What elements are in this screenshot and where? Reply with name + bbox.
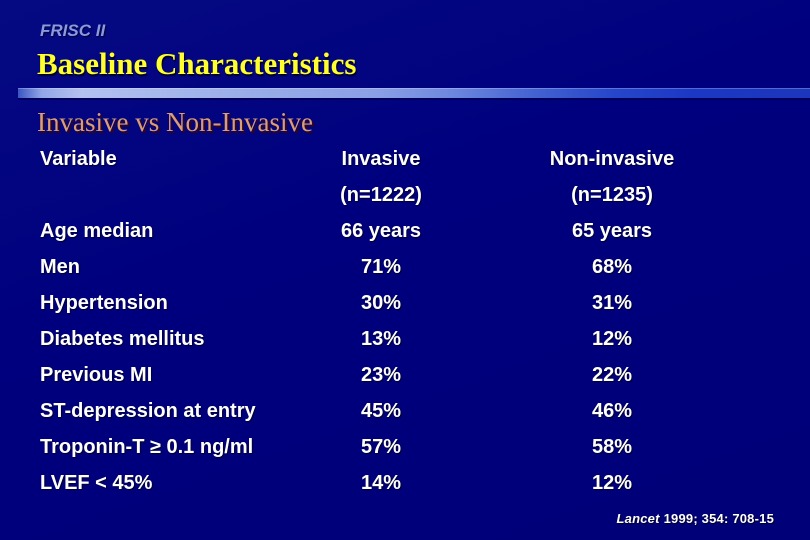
non-invasive-value: 65 years bbox=[571, 219, 653, 242]
row-label: Troponin-T ≥ 0.1 ng/ml bbox=[40, 435, 254, 458]
row-label: Age median bbox=[40, 219, 154, 242]
citation-reference: 1999; 354: 708-15 bbox=[663, 511, 774, 526]
slide-subtitle: Invasive vs Non-Invasive bbox=[37, 107, 313, 137]
non-invasive-value: 12% bbox=[591, 471, 633, 494]
citation: Lancet 1999; 354: 708-15 bbox=[617, 511, 774, 526]
column-header-invasive: Invasive bbox=[341, 147, 421, 170]
column-header-non-invasive: Non-invasive bbox=[549, 147, 675, 170]
table-row: LVEF < 45% 14% 12% bbox=[40, 465, 772, 501]
table-row: Diabetes mellitus 13% 12% bbox=[40, 321, 772, 357]
row-label: ST-depression at entry bbox=[40, 399, 256, 422]
invasive-value: 30% bbox=[360, 291, 402, 314]
non-invasive-value: 58% bbox=[591, 435, 633, 458]
invasive-value: 23% bbox=[360, 363, 402, 386]
non-invasive-value: 12% bbox=[591, 327, 633, 350]
row-label: Men bbox=[40, 255, 80, 278]
table-row: Age median 66 years 65 years bbox=[40, 213, 772, 249]
table-row: Troponin-T ≥ 0.1 ng/ml 57% 58% bbox=[40, 429, 772, 465]
table-subheader-row: (n=1222) (n=1235) bbox=[40, 177, 772, 213]
table-row: Previous MI 23% 22% bbox=[40, 357, 772, 393]
table-row: Men 71% 68% bbox=[40, 249, 772, 285]
non-invasive-value: 46% bbox=[591, 399, 633, 422]
subheader-invasive-n: (n=1222) bbox=[340, 183, 422, 206]
citation-journal: Lancet bbox=[616, 511, 660, 526]
invasive-value: 71% bbox=[360, 255, 402, 278]
invasive-value: 45% bbox=[360, 399, 402, 422]
row-label: Diabetes mellitus bbox=[40, 327, 205, 350]
non-invasive-value: 68% bbox=[591, 255, 633, 278]
row-label: Hypertension bbox=[40, 291, 168, 314]
non-invasive-value: 22% bbox=[591, 363, 633, 386]
table-row: ST-depression at entry 45% 46% bbox=[40, 393, 772, 429]
table-header-row: Variable Invasive Non-invasive bbox=[40, 141, 772, 177]
invasive-value: 14% bbox=[360, 471, 402, 494]
invasive-value: 13% bbox=[360, 327, 402, 350]
row-label: Previous MI bbox=[40, 363, 153, 386]
non-invasive-value: 31% bbox=[591, 291, 633, 314]
invasive-value: 57% bbox=[360, 435, 402, 458]
row-label: LVEF < 45% bbox=[40, 471, 153, 494]
study-name-kicker: FRISC II bbox=[40, 21, 106, 40]
subheader-non-invasive-n: (n=1235) bbox=[571, 183, 653, 206]
gradient-divider-bar bbox=[18, 88, 810, 98]
invasive-value: 66 years bbox=[340, 219, 422, 242]
slide-title: Baseline Characteristics bbox=[37, 46, 357, 81]
table-row: Hypertension 30% 31% bbox=[40, 285, 772, 321]
baseline-characteristics-table: Variable Invasive Non-invasive (n=1222) … bbox=[40, 141, 772, 501]
table-body: Age median 66 years 65 years Men 71% 68%… bbox=[40, 213, 772, 501]
column-header-variable: Variable bbox=[40, 147, 117, 170]
